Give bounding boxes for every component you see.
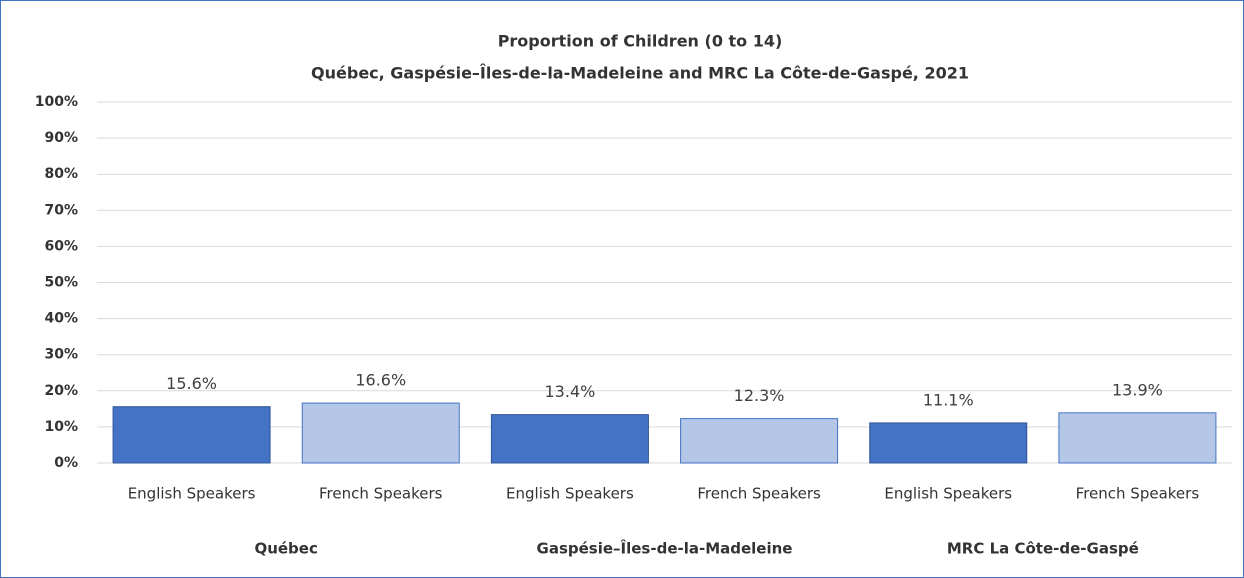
bar bbox=[680, 418, 839, 464]
y-tick-label: 100% bbox=[35, 94, 78, 110]
chart-subtitle: Québec, Gaspésie–Îles-de-la-Madeleine an… bbox=[311, 64, 969, 83]
y-tick-label: 30% bbox=[44, 347, 78, 363]
data-label: 11.1% bbox=[923, 390, 974, 409]
data-label: 12.3% bbox=[734, 386, 785, 405]
y-tick-label: 10% bbox=[44, 419, 78, 435]
y-tick-label: 0% bbox=[54, 455, 78, 471]
bar bbox=[112, 406, 271, 464]
y-tick-label: 40% bbox=[44, 311, 78, 327]
group-label: Gaspésie–Îles-de-la-Madeleine bbox=[537, 539, 793, 558]
y-tick-label: 60% bbox=[44, 238, 78, 254]
group-label: Québec bbox=[254, 540, 317, 558]
data-label: 13.9% bbox=[1112, 380, 1163, 399]
bar bbox=[490, 414, 649, 464]
chart-title: Proportion of Children (0 to 14) bbox=[498, 32, 783, 51]
x-tick-label: English Speakers bbox=[128, 485, 256, 503]
bar bbox=[869, 422, 1028, 464]
y-tick-label: 80% bbox=[44, 166, 78, 182]
y-tick-label: 70% bbox=[44, 202, 78, 218]
y-tick-label: 20% bbox=[44, 383, 78, 399]
x-tick-label: French Speakers bbox=[319, 485, 443, 503]
x-tick-label: English Speakers bbox=[506, 485, 634, 503]
x-tick-label: French Speakers bbox=[697, 485, 821, 503]
bar bbox=[301, 402, 460, 464]
data-label: 13.4% bbox=[545, 382, 596, 401]
x-tick-label: English Speakers bbox=[884, 485, 1012, 503]
group-label: MRC La Côte-de-Gaspé bbox=[947, 540, 1139, 558]
x-tick-label: French Speakers bbox=[1076, 485, 1200, 503]
data-label: 15.6% bbox=[166, 374, 217, 393]
y-tick-label: 50% bbox=[44, 275, 78, 291]
bar bbox=[1058, 412, 1217, 464]
y-tick-label: 90% bbox=[44, 130, 78, 146]
data-label: 16.6% bbox=[355, 371, 406, 390]
